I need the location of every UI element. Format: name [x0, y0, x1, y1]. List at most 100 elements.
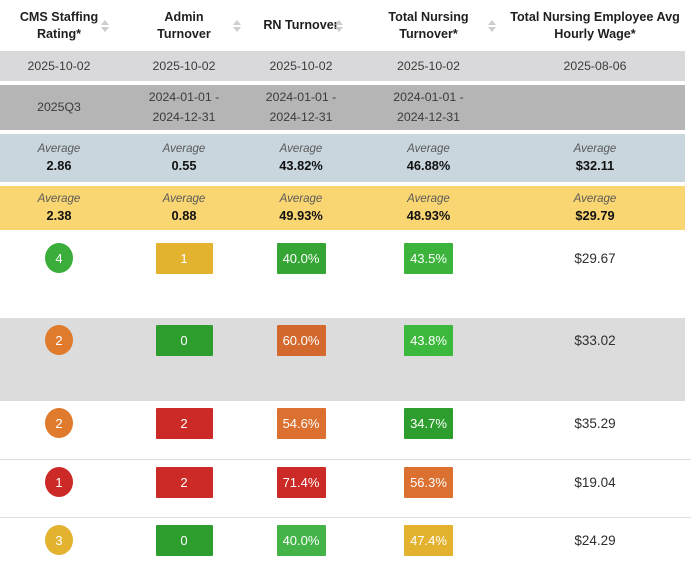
facility-data-row: 2 2 54.6% 34.7% $35.29: [0, 401, 685, 459]
average-row: Average 2.86 Average 0.55 Average 43.82% Avera…: [0, 134, 685, 182]
column-header-total-nursing-turnover[interactable]: Total Nursing Turnover*: [352, 0, 505, 51]
average-label: Average: [279, 143, 323, 155]
average-value: $29.79: [575, 208, 615, 223]
admin-turnover-cell: 1: [118, 236, 250, 318]
admin-turnover-badge: 2: [155, 408, 213, 439]
period-cell: 2024-01-01 - 2024-12-31: [393, 90, 464, 124]
total-nursing-turnover-badge: 56.3%: [404, 467, 453, 498]
admin-turnover-cell: 2: [118, 401, 250, 459]
cms-staffing-rating-cell: 1: [0, 460, 118, 517]
average-cell: Average 2.86: [0, 134, 118, 182]
total-nursing-turnover-badge: 47.4%: [404, 525, 453, 556]
average-value: 0.88: [171, 208, 197, 223]
period-cell: 2025Q3: [37, 99, 81, 114]
total-nursing-turnover-cell: 56.3%: [352, 460, 505, 517]
rn-turnover-badge: 40.0%: [276, 243, 326, 274]
date-cell: 2025-10-02: [27, 59, 91, 73]
rn-turnover-cell: 40.0%: [250, 236, 352, 318]
total-nursing-turnover-badge: 34.7%: [404, 408, 453, 439]
facility-data-row: 4 1 40.0% 43.5% $29.67: [0, 236, 685, 318]
average-label: Average: [162, 143, 206, 155]
average-label: Average: [162, 193, 206, 205]
average-label: Average: [407, 193, 450, 205]
column-header-label: Total Nursing Employee Avg Hourly Wage*: [510, 9, 680, 41]
average-value: 46.88%: [406, 158, 451, 173]
rn-turnover-badge: 40.0%: [276, 525, 326, 556]
average-label: Average: [407, 143, 450, 155]
cms-staffing-rating-cell: 4: [0, 236, 118, 318]
rn-turnover-cell: 60.0%: [250, 318, 352, 401]
sort-icon[interactable]: [488, 19, 496, 32]
report-date-row: 2025-10-02 2025-10-02 2025-10-02 2025-10-02…: [0, 51, 685, 81]
column-header-admin-turnover[interactable]: Admin Turnover: [118, 0, 250, 51]
cms-staffing-rating-badge: 4: [45, 243, 73, 273]
cms-staffing-rating-cell: 2: [0, 318, 118, 401]
average-value: 48.93%: [406, 208, 451, 223]
total-nursing-turnover-cell: 43.5%: [352, 236, 505, 318]
cms-staffing-rating-badge: 3: [45, 525, 73, 555]
total-nursing-turnover-badge: 43.5%: [404, 243, 453, 274]
average-value: 2.38: [46, 208, 72, 223]
average-value: 43.82%: [279, 158, 323, 173]
table-header-row: CMS Staffing Rating* Admin Turnover RN T…: [0, 0, 685, 51]
column-header-label: RN Turnover: [263, 18, 339, 33]
avg-hourly-wage-cell: $24.29: [574, 533, 616, 548]
sort-icon[interactable]: [101, 19, 109, 32]
cms-staffing-rating-cell: 3: [0, 518, 118, 574]
admin-turnover-cell: 2: [118, 460, 250, 517]
average-cell: Average 43.82%: [250, 134, 352, 182]
facility-data-row: 1 2 71.4% 56.3% $19.04: [0, 459, 691, 517]
admin-turnover-cell: 0: [118, 518, 250, 574]
date-cell: 2025-10-02: [152, 59, 216, 73]
column-header-rn-turnover[interactable]: RN Turnover: [250, 0, 352, 51]
average-label: Average: [279, 193, 323, 205]
average-value: 2.86: [46, 158, 72, 173]
average-cell: Average 0.55: [118, 134, 250, 182]
average-value: $32.11: [575, 158, 615, 173]
sort-icon[interactable]: [233, 19, 241, 32]
period-cell: 2024-01-01 - 2024-12-31: [265, 90, 337, 124]
average-label: Average: [573, 143, 617, 155]
column-header-label: CMS Staffing Rating*: [19, 9, 99, 41]
column-header-avg-hourly-wage[interactable]: Total Nursing Employee Avg Hourly Wage*: [505, 0, 685, 51]
facility-data-row: 3 0 40.0% 47.4% $24.29: [0, 517, 691, 574]
average-label: Average: [37, 193, 81, 205]
admin-turnover-badge: 0: [155, 325, 213, 356]
rn-turnover-badge: 54.6%: [276, 408, 326, 439]
average-cell: Average 48.93%: [352, 186, 505, 230]
admin-turnover-badge: 0: [155, 525, 213, 556]
sort-icon[interactable]: [335, 19, 343, 32]
date-cell: 2025-10-02: [269, 59, 333, 73]
average-cell: Average 49.93%: [250, 186, 352, 230]
total-nursing-turnover-cell: 47.4%: [352, 518, 505, 574]
rn-turnover-cell: 40.0%: [250, 518, 352, 574]
report-period-row: 2025Q3 2024-01-01 - 2024-12-31 2024-01-01 …: [0, 85, 685, 130]
rn-turnover-cell: 71.4%: [250, 460, 352, 517]
cms-staffing-rating-badge: 2: [45, 325, 73, 355]
date-cell: 2025-10-02: [397, 59, 460, 73]
total-nursing-turnover-cell: 34.7%: [352, 401, 505, 459]
average-cell: Average $29.79: [505, 186, 685, 230]
average-label: Average: [573, 193, 617, 205]
column-header-label: Admin Turnover: [157, 9, 211, 41]
date-cell: 2025-08-06: [563, 59, 627, 73]
average-cell: Average $32.11: [505, 134, 685, 182]
cms-staffing-rating-cell: 2: [0, 401, 118, 459]
facility-data-row: 2 0 60.0% 43.8% $33.02: [0, 318, 685, 401]
avg-hourly-wage-cell: $35.29: [574, 416, 616, 431]
cms-staffing-rating-badge: 1: [45, 467, 73, 497]
column-header-cms-staffing-rating[interactable]: CMS Staffing Rating*: [0, 0, 118, 51]
avg-hourly-wage-cell: $33.02: [574, 333, 616, 348]
average-row: Average 2.38 Average 0.88 Average 49.93% Avera…: [0, 186, 685, 230]
cms-staffing-rating-badge: 2: [45, 408, 73, 438]
rn-turnover-badge: 71.4%: [276, 467, 326, 498]
average-value: 49.93%: [279, 208, 323, 223]
total-nursing-turnover-cell: 43.8%: [352, 318, 505, 401]
admin-turnover-badge: 2: [155, 467, 213, 498]
average-label: Average: [37, 143, 81, 155]
admin-turnover-badge: 1: [155, 243, 213, 274]
average-cell: Average 46.88%: [352, 134, 505, 182]
total-nursing-turnover-badge: 43.8%: [404, 325, 453, 356]
rn-turnover-badge: 60.0%: [276, 325, 326, 356]
